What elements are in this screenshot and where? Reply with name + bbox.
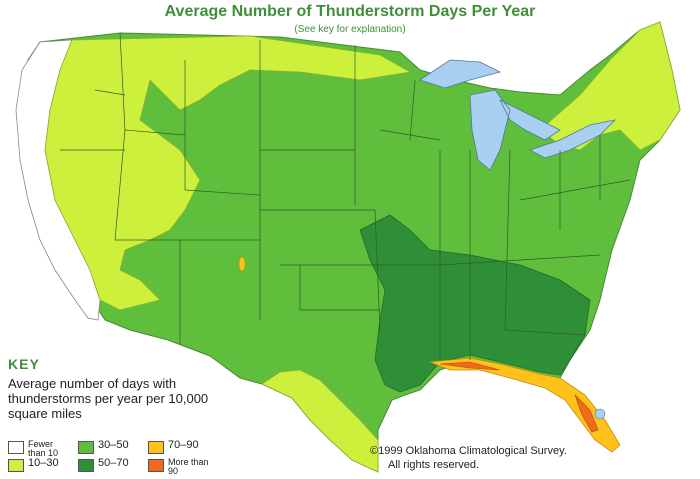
copyright-credit: ©1999 Oklahoma Climatological Survey. Al… (370, 444, 567, 472)
map-title: Average Number of Thunderstorm Days Per … (164, 3, 536, 20)
legend-label: More than 90 (168, 457, 209, 476)
region-10-30-northeast (539, 21, 681, 151)
legend-label: 50–70 (98, 457, 129, 469)
legend-swatch (8, 459, 24, 472)
region-70-90 (429, 357, 621, 453)
credit-line-1: ©1999 Oklahoma Climatological Survey. (370, 445, 567, 457)
legend-swatch (148, 459, 164, 472)
legend-label: 10–30 (28, 457, 59, 469)
great-lakes (419, 59, 617, 171)
region-70-90-colorado (238, 256, 246, 272)
legend-label: Fewer than 10 (28, 439, 59, 458)
region-10-30-west (44, 35, 412, 311)
region-50-70 (359, 214, 591, 393)
legend-label: 70–90 (168, 439, 199, 451)
legend-item: Fewer than 10 (8, 440, 72, 458)
legend-swatch (148, 441, 164, 454)
lake-okeechobee (594, 408, 606, 420)
legend-column-2: 30–50 50–70 (78, 440, 129, 476)
legend-swatch (8, 441, 24, 454)
legend-column-3: 70–90 More than 90 (148, 440, 212, 476)
credit-line-2: All rights reserved. (388, 459, 480, 471)
legend-swatch (78, 459, 94, 472)
legend-item: 70–90 (148, 440, 212, 458)
key-panel: KEY Average number of days with thunders… (8, 356, 268, 421)
key-heading: KEY (8, 356, 40, 372)
legend-item: 10–30 (8, 458, 72, 476)
region-more-than-90 (439, 361, 599, 433)
legend-item: 30–50 (78, 440, 129, 458)
key-description: Average number of days with thunderstorm… (8, 376, 209, 421)
legend-item: More than 90 (148, 458, 212, 476)
legend-item: 50–70 (78, 458, 129, 476)
legend-column-1: Fewer than 10 10–30 (8, 440, 72, 476)
region-10-30-south (261, 369, 379, 473)
legend-label: 30–50 (98, 439, 129, 451)
map-subtitle: (See key for explanation) (294, 24, 406, 35)
state-borders (60, 32, 631, 360)
legend-swatch (78, 441, 94, 454)
